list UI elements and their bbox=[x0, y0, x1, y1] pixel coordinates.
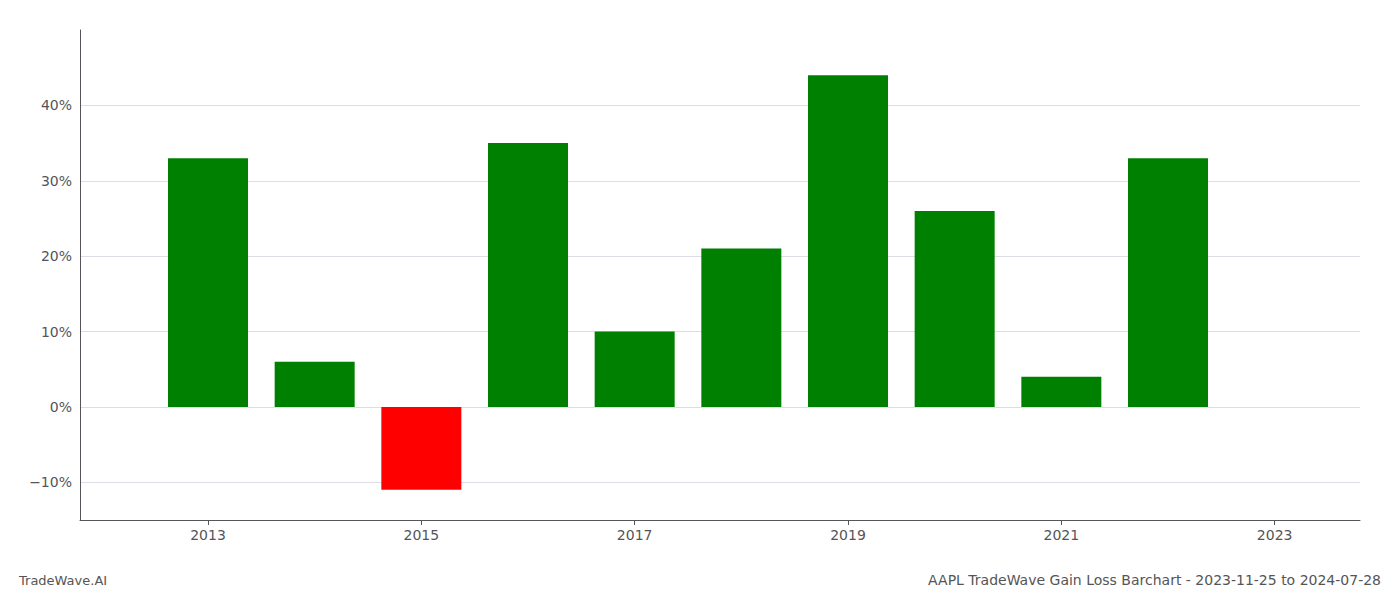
svg-text:10%: 10% bbox=[41, 324, 72, 340]
svg-text:AAPL TradeWave Gain Loss Barch: AAPL TradeWave Gain Loss Barchart - 2023… bbox=[928, 572, 1381, 588]
svg-text:30%: 30% bbox=[41, 173, 72, 189]
svg-text:2013: 2013 bbox=[190, 527, 226, 543]
svg-text:2023: 2023 bbox=[1257, 527, 1293, 543]
svg-text:−10%: −10% bbox=[29, 474, 72, 490]
svg-text:TradeWave.AI: TradeWave.AI bbox=[18, 573, 107, 588]
svg-text:2015: 2015 bbox=[404, 527, 440, 543]
svg-text:20%: 20% bbox=[41, 248, 72, 264]
svg-text:2021: 2021 bbox=[1044, 527, 1080, 543]
svg-text:2019: 2019 bbox=[830, 527, 866, 543]
svg-text:0%: 0% bbox=[50, 399, 72, 415]
svg-text:40%: 40% bbox=[41, 97, 72, 113]
svg-text:2017: 2017 bbox=[617, 527, 653, 543]
